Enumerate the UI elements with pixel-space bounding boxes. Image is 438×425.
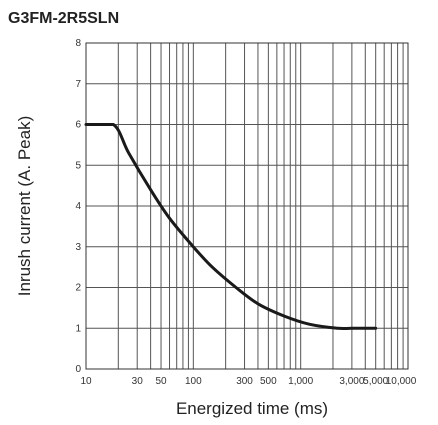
y-tick-label: 7: [75, 79, 81, 90]
x-tick-label: 30: [132, 376, 144, 387]
x-tick-label: 10: [80, 376, 92, 387]
y-tick-label: 2: [75, 283, 81, 294]
y-tick-label: 1: [75, 323, 81, 334]
y-tick-label: 5: [75, 160, 81, 171]
x-tick-label: 1,000: [288, 376, 313, 387]
tick-labels: 0 1 2 3 4 5 6 7 8 10 30 50 100 300 500 1,000 3,0005,0001…: [75, 38, 416, 387]
x-tick-label: 50: [155, 376, 167, 387]
chart-title: G3FM-2R5SLN: [8, 10, 119, 27]
series-line-0: [84, 123, 378, 331]
plot-frame: [85, 42, 409, 370]
x-tick-label: 500: [260, 376, 277, 387]
y-tick-label: 3: [75, 242, 81, 253]
y-tick-label: 6: [75, 120, 81, 131]
x-tick-label: 3,000: [339, 376, 364, 387]
y-tick-label: 8: [75, 38, 81, 49]
grid: [86, 43, 408, 369]
x-axis-label: Energized time (ms): [176, 399, 328, 418]
y-axis-label: Inrush current (A. Peak): [15, 116, 34, 296]
y-tick-label: 0: [75, 364, 81, 375]
y-tick-label: 4: [75, 201, 81, 212]
series-layer: [84, 123, 378, 331]
x-tick-label: 300: [236, 376, 253, 387]
x-tick-label: 5,000: [363, 376, 388, 387]
x-tick-label: 100: [185, 376, 202, 387]
x-tick-label: 10,000: [386, 376, 417, 387]
